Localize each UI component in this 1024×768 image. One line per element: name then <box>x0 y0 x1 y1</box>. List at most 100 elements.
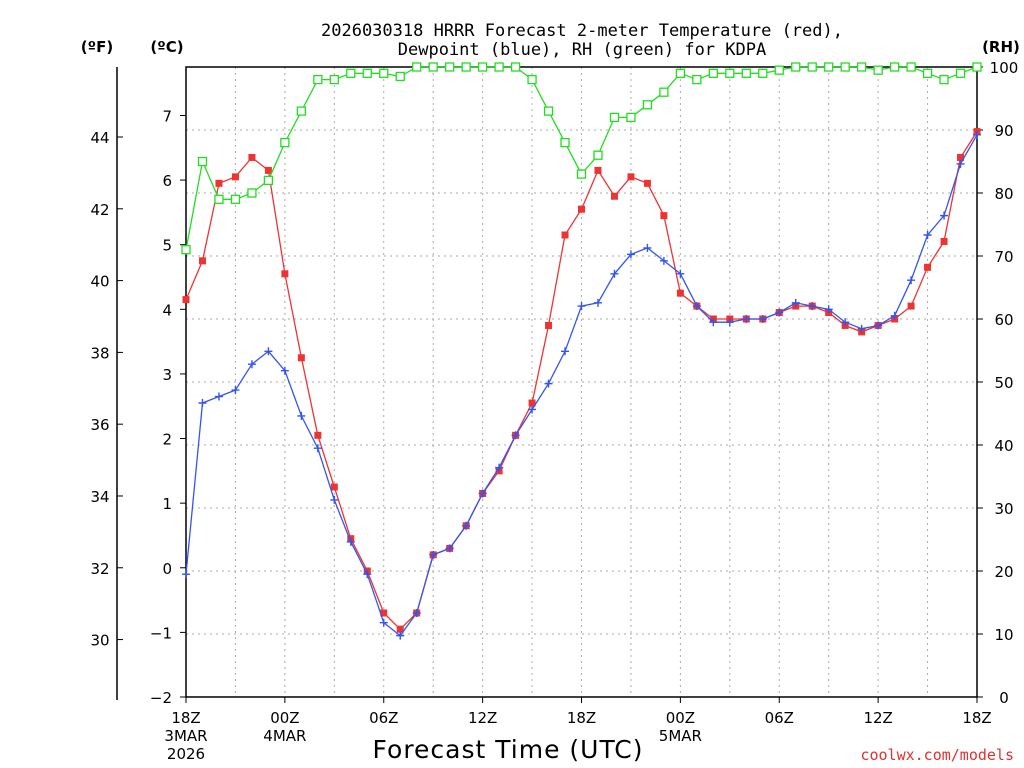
rh-point <box>840 62 850 72</box>
dewpoint-point <box>626 250 635 259</box>
dewpoint-point <box>429 550 438 559</box>
rh-point <box>346 68 356 78</box>
dewpoint-point <box>280 366 289 375</box>
dewpoint-point <box>511 431 520 440</box>
rh-point <box>791 62 801 72</box>
rh-point <box>181 245 191 255</box>
temperature-point <box>380 609 388 617</box>
dewpoint-point <box>214 392 223 401</box>
rh-tick-label: 70 <box>994 248 1013 266</box>
dewpoint-point <box>725 318 734 327</box>
rh-tick-label: 90 <box>994 122 1013 140</box>
tick-labels: −2−1012345673032343638404244010203040506… <box>90 59 1018 763</box>
temperature-point <box>594 166 602 174</box>
chart-title-line1: 2026030318 HRRR Forecast 2-meter Tempera… <box>321 21 843 41</box>
dewpoint-point <box>758 315 767 323</box>
rh-tick-label: 100 <box>990 59 1019 77</box>
rh-point <box>329 74 339 85</box>
celsius-tick-label: 6 <box>162 172 172 190</box>
temperature-point <box>396 625 404 633</box>
temperature-point <box>660 212 668 220</box>
rh-point <box>477 62 488 72</box>
dewpoint-point <box>297 411 306 420</box>
rh-point <box>214 194 224 204</box>
x-tick-label: 5MAR <box>659 727 702 745</box>
x-axis-label: Forecast Time (UTC) <box>373 735 644 764</box>
rh-point <box>576 169 587 179</box>
dewpoint-point <box>808 302 817 311</box>
rh-tick-label: 0 <box>999 689 1009 707</box>
rh-point <box>428 62 438 72</box>
rh-point <box>774 65 784 75</box>
rh-point <box>412 62 422 72</box>
rh-point <box>527 74 537 85</box>
temperature-point <box>231 173 239 181</box>
x-tick-label: 3MAR <box>164 727 207 745</box>
rh-point <box>263 175 274 186</box>
data-series <box>181 62 982 640</box>
celsius-tick-label: 7 <box>162 107 172 125</box>
rh-point <box>741 68 751 78</box>
fahrenheit-tick-label: 42 <box>90 201 109 219</box>
dewpoint-point <box>182 570 190 579</box>
fahrenheit-tick-label: 44 <box>90 129 109 147</box>
dewpoint-point <box>544 379 553 388</box>
rh-point <box>313 74 323 85</box>
dewpoint-point <box>940 211 949 220</box>
rh-tick-label: 10 <box>994 626 1013 644</box>
dewpoint-point <box>692 302 701 311</box>
rh-point <box>593 150 603 160</box>
celsius-tick-label: −2 <box>150 689 172 707</box>
x-tick-label: 06Z <box>369 709 398 727</box>
dewpoint-point <box>676 269 685 278</box>
dewpoint-point <box>396 631 405 640</box>
fahrenheit-tick-label: 32 <box>90 560 109 578</box>
dewpoint-point <box>528 405 537 414</box>
fahrenheit-unit-label: (ºF) <box>81 38 113 56</box>
temperature-point <box>957 153 965 161</box>
x-tick-label: 00Z <box>666 709 695 727</box>
dewpoint-point <box>363 570 372 579</box>
temperature-point <box>924 263 932 271</box>
dewpoint-point <box>495 463 504 472</box>
rh-point <box>510 62 521 72</box>
series-dewpoint <box>182 130 981 640</box>
rh-point <box>939 74 949 85</box>
chart-title-line2: Dewpoint (blue), RH (green) for KDPA <box>398 40 766 60</box>
rh-point <box>609 112 620 123</box>
rh-point <box>461 62 471 72</box>
fahrenheit-tick-label: 34 <box>90 488 109 506</box>
rh-point <box>758 68 768 78</box>
rh-point <box>494 62 504 72</box>
temperature-point <box>907 302 915 310</box>
x-tick-label: 2026 <box>167 745 205 763</box>
rh-tick-label: 60 <box>994 311 1013 329</box>
fahrenheit-tick-label: 30 <box>90 632 109 650</box>
x-tick-label: 18Z <box>171 709 200 727</box>
rh-point <box>972 62 982 72</box>
rh-point <box>379 68 389 78</box>
dewpoint-point <box>445 544 454 553</box>
rh-point <box>873 65 883 75</box>
rh-point <box>247 188 257 198</box>
dewpoint-point <box>709 318 718 327</box>
rh-point <box>889 62 900 72</box>
dewpoint-point <box>313 444 322 453</box>
celsius-tick-label: 2 <box>162 431 172 449</box>
temperature-point <box>215 179 223 187</box>
axes <box>116 66 983 703</box>
temperature-point <box>281 270 289 278</box>
rh-point <box>626 112 636 123</box>
dewpoint-point <box>462 521 471 530</box>
dewpoint-point <box>478 489 487 498</box>
dewpoint-point <box>610 269 619 278</box>
temperature-point <box>545 321 553 329</box>
dewpoint-point <box>775 308 784 317</box>
dewpoint-point <box>923 231 932 239</box>
celsius-unit-label: (ºC) <box>150 38 183 56</box>
dewpoint-point <box>659 256 668 265</box>
rh-point <box>197 156 208 167</box>
temperature-point <box>561 231 569 239</box>
temperature-point <box>610 192 618 200</box>
